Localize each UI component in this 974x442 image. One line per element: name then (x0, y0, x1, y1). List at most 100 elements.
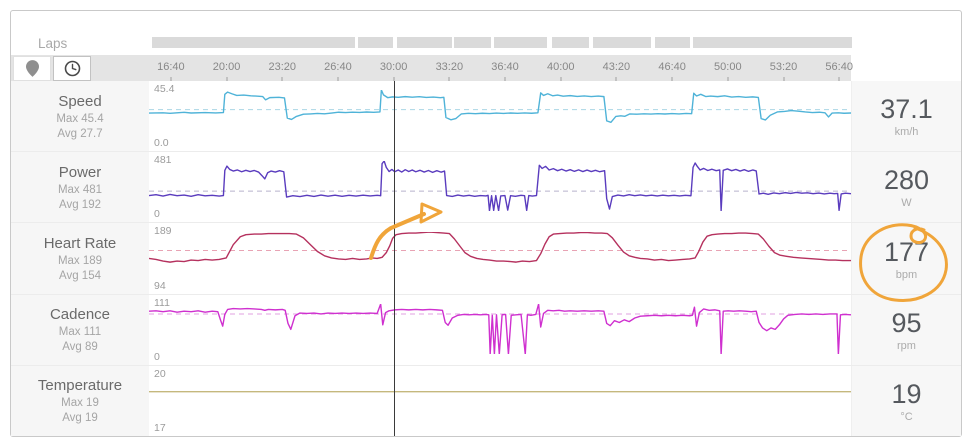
row-avg-label: Avg 27.7 (57, 127, 103, 140)
time-label: 20:00 (212, 61, 241, 73)
temperature-trace (149, 375, 851, 425)
time-label: 40:00 (546, 61, 575, 73)
lap-segment[interactable] (152, 37, 355, 48)
value-unit: rpm (897, 339, 916, 352)
time-label: 50:00 (714, 61, 742, 73)
lap-segment[interactable] (357, 37, 393, 48)
lap-segment[interactable] (654, 37, 690, 48)
value-number: 95 (891, 307, 922, 338)
row-title: Cadence (49, 306, 111, 324)
y-max-label: 481 (154, 154, 172, 167)
row-avg-label: Avg 192 (59, 198, 101, 211)
time-label: 43:20 (602, 61, 631, 73)
y-min-label: 0 (154, 208, 160, 221)
lap-segment[interactable] (397, 37, 452, 48)
laps-header: Laps (11, 11, 961, 55)
power-chart[interactable]: 481 0 (149, 152, 851, 223)
y-max-label: 20 (154, 367, 166, 380)
row-max-label: Max 189 (57, 255, 103, 267)
axis-tick (337, 77, 339, 81)
value-unit: km/h (894, 126, 919, 139)
lap-segment[interactable] (494, 37, 548, 48)
temperature-row: Temperature Max 19 Avg 19 20 17 19 °C (11, 364, 961, 437)
speed-trace (149, 90, 851, 140)
activity-charts-panel: Laps 16:40 20:00 23:20 26:40 30:00 33:20 36:40… (10, 10, 962, 437)
heart-rate-current-value: 177 bpm (851, 223, 961, 294)
value-number: 37.1 (880, 94, 933, 125)
row-title: Power (58, 163, 102, 181)
cadence-trace (149, 304, 851, 354)
row-title: Temperature (37, 377, 123, 395)
time-label: 30:00 (379, 61, 408, 73)
time-axis: 16:40 20:00 23:20 26:40 30:00 33:20 36:40 40:00… (11, 55, 961, 81)
time-axis-button[interactable] (53, 55, 91, 81)
lap-segment[interactable] (693, 37, 852, 48)
laps-label: Laps (38, 36, 68, 51)
lap-segment[interactable] (552, 37, 590, 48)
temperature-current-value: 19 °C (851, 365, 961, 437)
time-label: 56:40 (825, 61, 853, 73)
speed-label-block: Speed Max 45.4 Avg 27.7 (11, 81, 149, 152)
speed-row: Speed Max 45.4 Avg 27.7 45.4 0.0 37.1 km… (11, 81, 961, 152)
value-number: 19 (891, 378, 922, 409)
row-max-label: Max 111 (58, 326, 102, 339)
value-unit: °C (900, 410, 913, 423)
row-max-label: Max 45.4 (56, 112, 104, 125)
heart-rate-chart[interactable]: 189 94 (149, 223, 851, 294)
power-row: Power Max 481 Avg 192 481 0 280 W (11, 151, 961, 223)
time-label: 53:20 (769, 61, 798, 73)
row-title: Speed (58, 92, 102, 110)
axis-tick (560, 77, 562, 81)
heart-rate-label-block: Heart Rate Max 189 Avg 154 (11, 223, 149, 294)
y-min-label: 94 (154, 279, 166, 292)
lap-segment[interactable] (593, 37, 652, 48)
row-max-label: Max 481 (57, 183, 103, 196)
axis-tick (170, 77, 172, 81)
temperature-label-block: Temperature Max 19 Avg 19 (11, 365, 149, 437)
y-max-label: 45.4 (154, 83, 175, 95)
y-min-label: 0 (154, 350, 160, 363)
row-max-label: Max 19 (61, 397, 99, 410)
y-max-label: 111 (154, 296, 170, 309)
temperature-chart[interactable]: 20 17 (149, 365, 851, 437)
row-avg-label: Avg 19 (62, 412, 98, 425)
speed-chart[interactable]: 45.4 0.0 (149, 81, 851, 152)
value-unit: W (901, 197, 912, 210)
row-title: Heart Rate (43, 235, 117, 252)
time-label: 36:40 (491, 61, 519, 73)
value-number: 177 (883, 236, 930, 267)
cadence-current-value: 95 rpm (851, 294, 961, 365)
axis-tick (448, 77, 450, 81)
clock-icon (64, 60, 80, 76)
time-label: 46:40 (658, 61, 686, 73)
time-label: 33:20 (435, 61, 464, 73)
value-number: 280 (883, 165, 930, 196)
cadence-label-block: Cadence Max 111 Avg 89 (11, 294, 149, 365)
chart-rows: Speed Max 45.4 Avg 27.7 45.4 0.0 37.1 km… (11, 81, 961, 437)
value-unit: bpm (895, 268, 918, 281)
axis-tick (281, 77, 283, 81)
heart-rate-trace (149, 232, 851, 282)
cadence-chart[interactable]: 111 0 (149, 294, 851, 365)
heart-rate-row: Heart Rate Max 189 Avg 154 189 94 177 bp… (11, 222, 961, 294)
axis-tick (838, 77, 840, 81)
power-current-value: 280 W (851, 152, 961, 223)
y-min-label: 0.0 (154, 137, 169, 150)
power-label-block: Power Max 481 Avg 192 (11, 152, 149, 223)
lap-segment[interactable] (454, 37, 492, 48)
y-min-label: 17 (154, 422, 166, 435)
y-max-label: 189 (154, 225, 172, 238)
axis-strip-background (11, 55, 851, 81)
axis-tick (504, 77, 506, 81)
laps-bar (152, 37, 852, 48)
time-label: 16:40 (157, 61, 185, 73)
time-label: 23:20 (268, 61, 296, 73)
lap-markers-button[interactable] (13, 55, 51, 81)
time-label: 26:40 (324, 61, 352, 73)
axis-tick (226, 77, 228, 81)
speed-current-value: 37.1 km/h (851, 81, 961, 152)
chart-toolbar: 16:40 20:00 23:20 26:40 30:00 33:20 36:40 40:00… (11, 55, 961, 81)
cursor-line[interactable] (393, 81, 395, 436)
row-avg-label: Avg 89 (62, 341, 98, 354)
axis-tick (671, 77, 673, 81)
